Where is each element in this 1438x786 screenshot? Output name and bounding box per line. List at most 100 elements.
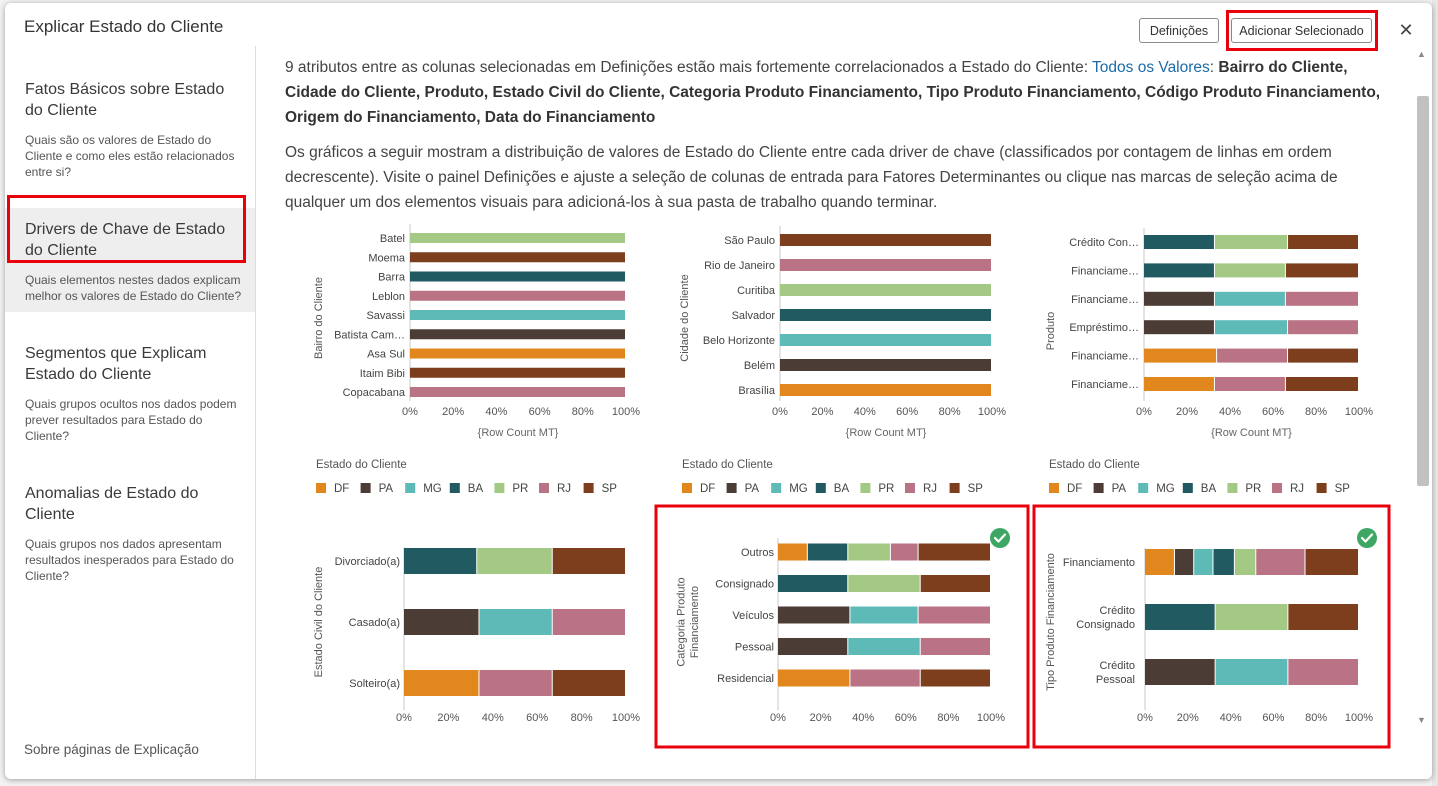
chart-bar-segment-ba [1145, 604, 1215, 630]
legend-title: Estado do Cliente [1049, 459, 1140, 471]
chart-bar-segment-sp [1288, 604, 1358, 630]
chart-category-label: Batista Cam… [334, 329, 405, 341]
scrollbar-thumb[interactable] [1417, 96, 1429, 486]
chart-bar-segment-rj [1288, 659, 1358, 685]
all-values-link[interactable]: Todos os Valores [1092, 59, 1210, 76]
chart-category-label: Divorciado(a) [335, 556, 400, 568]
highlight-key-drivers [7, 195, 246, 263]
chart-category-label: Veículos [732, 610, 774, 622]
chart-tick-label: 60% [529, 406, 551, 418]
legend-label: PA [745, 483, 760, 495]
chart-category-label: Brasília [738, 385, 776, 397]
legend-swatch-rj [539, 483, 549, 493]
legend-label: RJ [1290, 483, 1304, 495]
chart-bar-segment-sp [1288, 235, 1358, 249]
chart-bar-segment-sp [1288, 348, 1358, 363]
scroll-down-icon[interactable]: ▼ [1417, 715, 1426, 725]
chart-tick-label: 40% [1219, 406, 1241, 418]
chart-category-label: Crédito Con… [1069, 237, 1139, 249]
chart-category-label: Empréstimo… [1069, 322, 1139, 334]
sidebar-item-title: Segmentos que Explicam Estado do Cliente [25, 345, 207, 383]
legend-label: DF [1067, 483, 1082, 495]
chart-bar-segment-mg [479, 609, 552, 635]
legend-swatch-sp [583, 483, 594, 493]
chart-category-label: Financiame… [1071, 351, 1139, 363]
chart-tick-label: 80% [1305, 406, 1327, 418]
add-selected-button[interactable]: Adicionar Selecionado [1231, 18, 1372, 43]
chart-bar-segment-df [778, 543, 807, 561]
charts-description: Os gráficos a seguir mostram a distribui… [285, 144, 1338, 211]
legend-label: MG [1156, 483, 1175, 495]
sidebar-item-desc: Quais grupos ocultos nos dados podem pre… [25, 397, 237, 443]
chart-bar-segment-ba [780, 309, 991, 321]
highlight-add-button [1226, 10, 1378, 51]
chart-bar-segment-sp [780, 234, 991, 246]
chart-bar-segment-mg [410, 310, 625, 320]
chart-bar-segment-df [404, 670, 479, 696]
legend-swatch-sp [1316, 483, 1327, 493]
selected-check-icon[interactable] [1357, 528, 1377, 548]
legend-swatch-pr [860, 483, 871, 493]
settings-button[interactable]: Definições [1139, 18, 1219, 43]
chart-category-label: Salvador [732, 310, 776, 322]
legend-label: MG [789, 483, 808, 495]
legend-label: BA [1201, 483, 1217, 495]
main-content: 9 atributos entre as colunas selecionada… [255, 46, 1415, 779]
chart-bar-segment-pa [1174, 549, 1194, 575]
about-explain-link[interactable]: Sobre páginas de Explicação [24, 742, 199, 757]
chart-bar-segment-pr [848, 543, 890, 561]
selected-check-icon[interactable] [990, 528, 1010, 548]
legend-swatch-ba [449, 483, 460, 493]
chart-tick-label: 0% [396, 712, 412, 724]
chart-bar-segment-pa [780, 359, 991, 371]
chart-category-label: Financiamento [1063, 557, 1135, 569]
chart-bar-segment-mg [1215, 659, 1288, 685]
chart-bar-segment-rj [552, 609, 625, 635]
chart-tick-label: 40% [1220, 712, 1242, 724]
sidebar-item-basic-facts[interactable]: Fatos Básicos sobre Estado do Cliente Qu… [5, 46, 255, 196]
legend-label: DF [700, 483, 715, 495]
chart-tick-label: 100% [1345, 406, 1373, 418]
chart-bar-segment-sp [410, 367, 625, 378]
chart-tick-label: 100% [612, 712, 640, 724]
close-icon[interactable]: ✕ [1398, 20, 1414, 40]
legend-swatch-rj [1272, 483, 1282, 493]
sidebar-item-desc: Quais elementos nestes dados explicam me… [25, 273, 242, 303]
chart-tick-label: 100% [1345, 712, 1373, 724]
chart-category-label: Barra [378, 272, 406, 284]
sidebar-item-anomalies[interactable]: Anomalias de Estado do Cliente Quais gru… [5, 476, 255, 596]
chart-y-axis-label: Categoria ProdutoFinanciamento [676, 577, 701, 666]
chart-tick-label: 20% [1177, 712, 1199, 724]
chart-tick-label: 40% [485, 406, 507, 418]
chart-tick-label: 0% [1137, 712, 1153, 724]
legend-label: BA [468, 483, 484, 495]
chart-bar-segment-pa [1144, 320, 1214, 335]
chart-x-axis-label: {Row Count MT} [846, 427, 927, 439]
chart-y-axis-label: Estado Civil do Cliente [313, 567, 325, 678]
chart-tick-label: 80% [571, 712, 593, 724]
sidebar-item-title: Drivers de Chave de Estado do Cliente [25, 221, 226, 259]
chart-bar-segment-sp [1305, 549, 1358, 575]
chart-tick-label: 0% [770, 712, 786, 724]
chart-bar-segment-rj [410, 387, 625, 397]
sidebar-item-desc: Quais grupos nos dados apresentam result… [25, 537, 234, 583]
legend-swatch-mg [1138, 483, 1149, 493]
scroll-up-icon[interactable]: ▲ [1417, 49, 1426, 59]
chart-bar-segment-rj [890, 543, 918, 561]
sidebar-item-segments[interactable]: Segmentos que Explicam Estado do Cliente… [5, 336, 255, 456]
sidebar-item-key-drivers[interactable]: Drivers de Chave de Estado do Cliente Qu… [5, 196, 255, 316]
legend-label: PA [1112, 483, 1127, 495]
dialog-title: Explicar Estado do Cliente [24, 17, 224, 36]
chart-y-axis-label: Produto [1045, 312, 1057, 351]
chart-category-label: Financiame… [1071, 379, 1139, 391]
chart-bar-segment-rj [920, 638, 990, 655]
chart-bar-segment-df [410, 348, 625, 359]
legend-label: SP [602, 483, 618, 495]
chart-tick-label: 20% [437, 712, 459, 724]
chart-bar-segment-rj [1214, 377, 1285, 391]
chart-category-label: Leblon [372, 291, 405, 303]
chart-bar-segment-pr [477, 548, 552, 574]
chart-category-label: Residencial [717, 673, 774, 685]
chart-bar-segment-pr [410, 233, 625, 243]
legend-swatch-ba [815, 483, 826, 493]
